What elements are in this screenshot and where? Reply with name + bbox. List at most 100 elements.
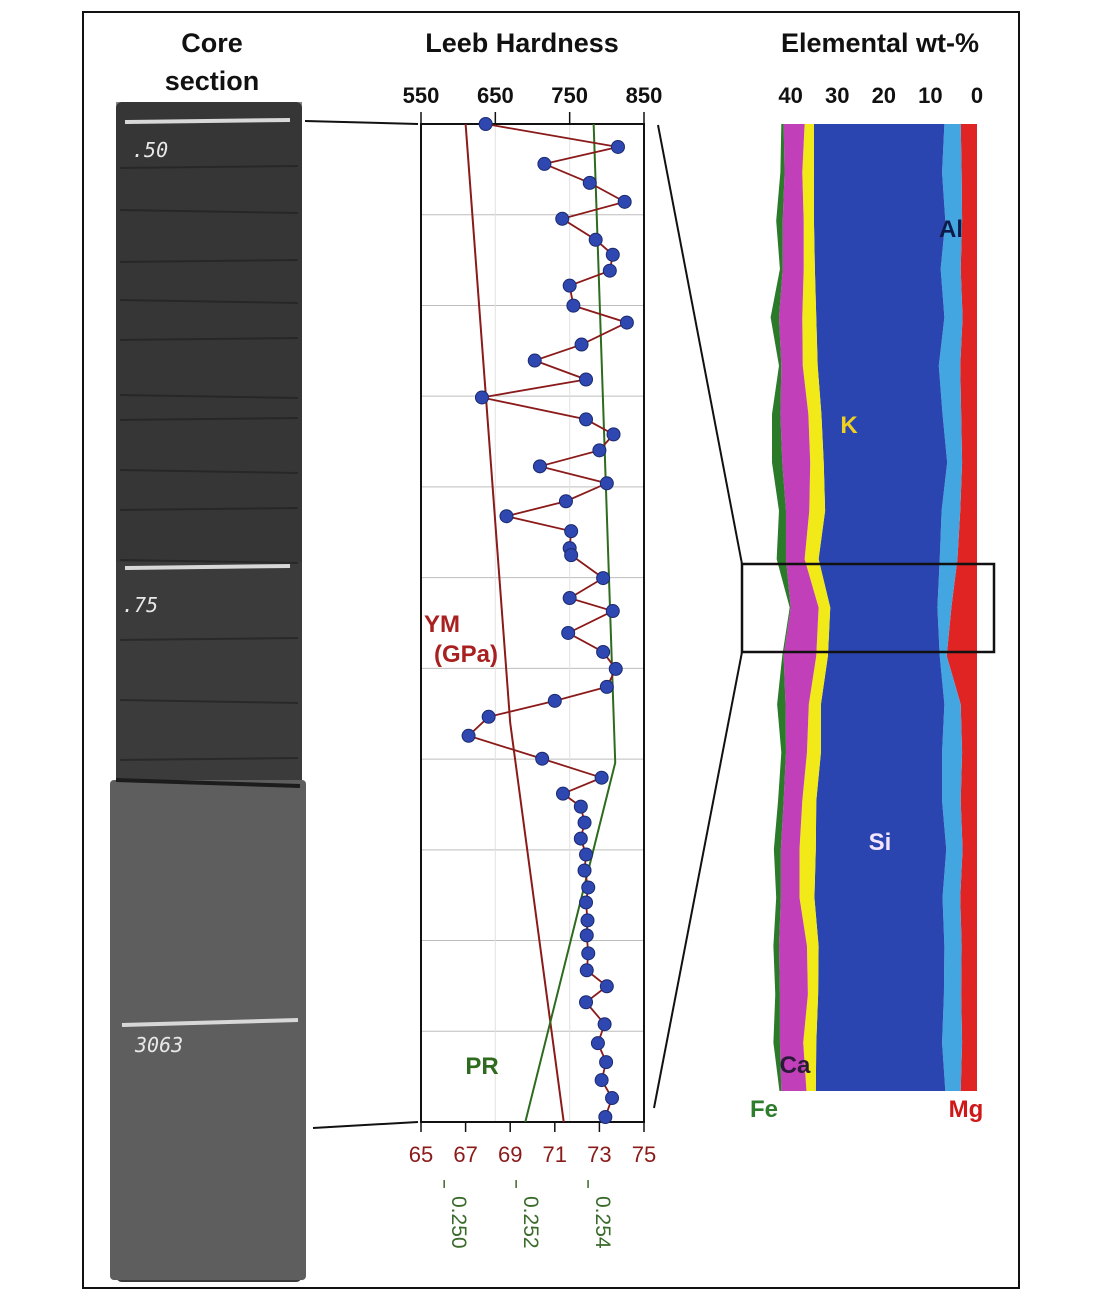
label-al: Al bbox=[939, 216, 963, 243]
core-mark-3063: 3063 bbox=[134, 1033, 183, 1057]
elemental-tick-label: 20 bbox=[872, 83, 896, 108]
core-section-title-line2: section bbox=[165, 66, 260, 96]
leeb-point bbox=[558, 494, 573, 509]
core-upper-darker bbox=[116, 102, 302, 562]
leeb-line bbox=[466, 123, 630, 1118]
ym-tick-label: 75 bbox=[632, 1142, 656, 1167]
core-section-title-line1: Core bbox=[181, 28, 243, 58]
leeb-point bbox=[617, 194, 632, 209]
pr-tick-label: 0.250 bbox=[447, 1196, 470, 1249]
core-band bbox=[119, 417, 299, 421]
core-band bbox=[119, 559, 299, 564]
ym-pr-lines bbox=[464, 123, 617, 1123]
ym-label-line2: (GPa) bbox=[434, 641, 498, 668]
leeb-point bbox=[555, 786, 570, 801]
leeb-tick-label: 750 bbox=[551, 83, 588, 108]
leeb-point bbox=[564, 524, 579, 539]
leeb-point bbox=[555, 211, 570, 226]
leeb-point bbox=[573, 799, 588, 814]
leeb-tick-label: 650 bbox=[477, 83, 514, 108]
leeb-point bbox=[619, 315, 634, 330]
pr-tick-label: 0.252 bbox=[519, 1196, 542, 1249]
leeb-series bbox=[461, 117, 634, 1125]
leeb-point bbox=[605, 247, 620, 262]
label-fe: Fe bbox=[750, 1096, 778, 1123]
leeb-point bbox=[532, 459, 547, 474]
core-break bbox=[115, 778, 301, 788]
core-band bbox=[119, 299, 299, 304]
pr-label: PR bbox=[465, 1053, 498, 1080]
zoom-connector-bottom bbox=[653, 651, 743, 1109]
area-ca bbox=[778, 124, 819, 1091]
leeb-point bbox=[608, 661, 623, 676]
elemental-top-axis: 40 30 20 10 0 bbox=[778, 83, 983, 108]
leeb-point bbox=[478, 117, 493, 131]
leeb-point bbox=[605, 1091, 620, 1106]
leeb-point bbox=[580, 913, 595, 928]
core-band bbox=[119, 757, 299, 761]
leeb-panel: 550 650 750 850 65 67 69 71 73 75 0.250 0.252 0.25… bbox=[403, 83, 663, 1249]
leeb-point bbox=[579, 995, 594, 1010]
leeb-point bbox=[606, 427, 621, 442]
leeb-point bbox=[590, 1036, 605, 1051]
leeb-point bbox=[599, 476, 614, 491]
leeb-point bbox=[594, 1073, 609, 1088]
leeb-point bbox=[579, 372, 594, 387]
core-connector-bottom bbox=[312, 1121, 419, 1129]
ym-axis: 65 67 69 71 73 75 bbox=[409, 1122, 656, 1167]
leeb-point bbox=[582, 175, 597, 190]
leeb-point bbox=[481, 709, 496, 724]
figure-frame bbox=[82, 11, 1020, 1289]
leeb-point bbox=[602, 263, 617, 278]
core-mark-075: .75 bbox=[122, 593, 158, 617]
ym-tick-label: 73 bbox=[587, 1142, 611, 1167]
ym-line bbox=[464, 123, 565, 1123]
core-band bbox=[119, 469, 299, 474]
core-section-image: .50 .75 3063 bbox=[110, 102, 306, 1282]
elemental-tick-label: 40 bbox=[778, 83, 802, 108]
leeb-point bbox=[474, 390, 489, 405]
core-lower-piece bbox=[110, 780, 306, 1280]
core-bands bbox=[115, 165, 301, 788]
ym-label-line1: YM bbox=[424, 611, 460, 638]
core-tape-bottom bbox=[121, 1018, 299, 1027]
elemental-title: Elemental wt-% bbox=[781, 28, 979, 58]
core-tape-top bbox=[124, 118, 291, 124]
ym-tick-label: 71 bbox=[543, 1142, 567, 1167]
elemental-areas bbox=[770, 124, 977, 1091]
label-si: Si bbox=[869, 829, 892, 856]
leeb-point bbox=[581, 880, 596, 895]
core-band bbox=[119, 259, 299, 263]
leeb-point bbox=[537, 156, 552, 171]
leeb-frame bbox=[420, 123, 645, 1123]
leeb-point bbox=[461, 728, 476, 743]
zoom-box bbox=[740, 562, 996, 654]
leeb-point bbox=[564, 548, 579, 563]
leeb-point bbox=[579, 928, 594, 943]
core-tape-middle bbox=[124, 564, 291, 570]
leeb-point bbox=[588, 232, 603, 247]
leeb-point bbox=[562, 591, 577, 606]
core-band bbox=[119, 699, 299, 704]
pr-line bbox=[524, 123, 617, 1123]
leeb-point bbox=[527, 353, 542, 368]
leeb-point bbox=[581, 946, 596, 961]
leeb-point bbox=[594, 770, 609, 785]
core-connector-top bbox=[304, 120, 419, 125]
leeb-point bbox=[596, 571, 611, 586]
leeb-point bbox=[579, 895, 594, 910]
leeb-point bbox=[573, 831, 588, 846]
leeb-point bbox=[535, 751, 550, 766]
area-al bbox=[937, 124, 963, 1091]
leeb-point bbox=[610, 139, 625, 154]
leeb-point bbox=[592, 443, 607, 458]
leeb-point bbox=[577, 863, 592, 878]
area-si bbox=[813, 124, 948, 1091]
core-band bbox=[119, 337, 299, 341]
area-fe bbox=[770, 124, 791, 1091]
leeb-point bbox=[579, 963, 594, 978]
leeb-point bbox=[596, 644, 611, 659]
leeb-tick-label: 850 bbox=[626, 83, 663, 108]
leeb-point bbox=[605, 604, 620, 619]
